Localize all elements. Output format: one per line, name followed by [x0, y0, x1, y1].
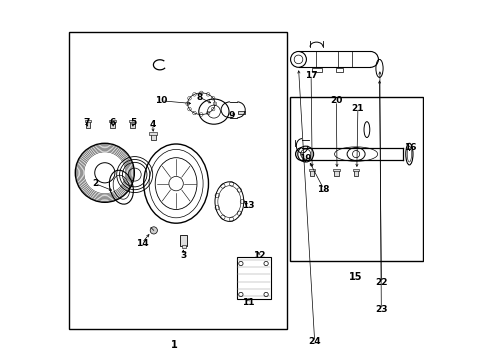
Text: 11: 11	[242, 298, 254, 307]
Bar	[311, 68, 321, 72]
Text: 17: 17	[304, 71, 317, 80]
Text: 4: 4	[149, 120, 156, 129]
Text: 20: 20	[329, 96, 342, 105]
Bar	[289, 97, 422, 261]
Circle shape	[150, 227, 157, 234]
Text: 16: 16	[403, 143, 415, 152]
Bar	[181, 245, 185, 248]
Bar	[238, 111, 244, 114]
Bar	[84, 120, 91, 122]
Text: 3: 3	[180, 251, 186, 260]
Bar	[110, 121, 115, 128]
Bar	[151, 134, 155, 140]
Text: 23: 23	[374, 305, 387, 314]
Bar	[352, 169, 359, 171]
Text: 7: 7	[83, 118, 89, 127]
Bar	[129, 120, 135, 122]
Bar	[309, 170, 314, 176]
Text: 8: 8	[196, 93, 202, 102]
Bar	[334, 170, 338, 176]
Bar	[85, 121, 90, 128]
Bar	[109, 120, 115, 122]
Text: 22: 22	[374, 278, 387, 287]
Text: 10: 10	[155, 96, 167, 105]
Text: 15: 15	[348, 272, 362, 282]
Bar	[308, 169, 315, 171]
Text: 24: 24	[308, 338, 320, 346]
Bar	[353, 170, 358, 176]
Text: 19: 19	[299, 154, 311, 163]
Bar	[180, 235, 186, 246]
Bar	[130, 121, 134, 128]
Text: 9: 9	[228, 111, 235, 120]
Text: 12: 12	[252, 251, 264, 260]
Text: 21: 21	[351, 104, 364, 113]
Text: 13: 13	[242, 201, 254, 210]
Bar	[236, 257, 270, 299]
Bar	[149, 132, 156, 135]
Text: 1: 1	[171, 340, 177, 350]
Text: 6: 6	[110, 118, 116, 127]
Bar	[333, 169, 339, 171]
Bar	[69, 32, 286, 329]
Bar	[336, 68, 343, 72]
Text: 2: 2	[92, 179, 98, 188]
Text: 18: 18	[317, 185, 329, 194]
Text: 14: 14	[135, 239, 148, 248]
Text: 5: 5	[129, 118, 136, 127]
